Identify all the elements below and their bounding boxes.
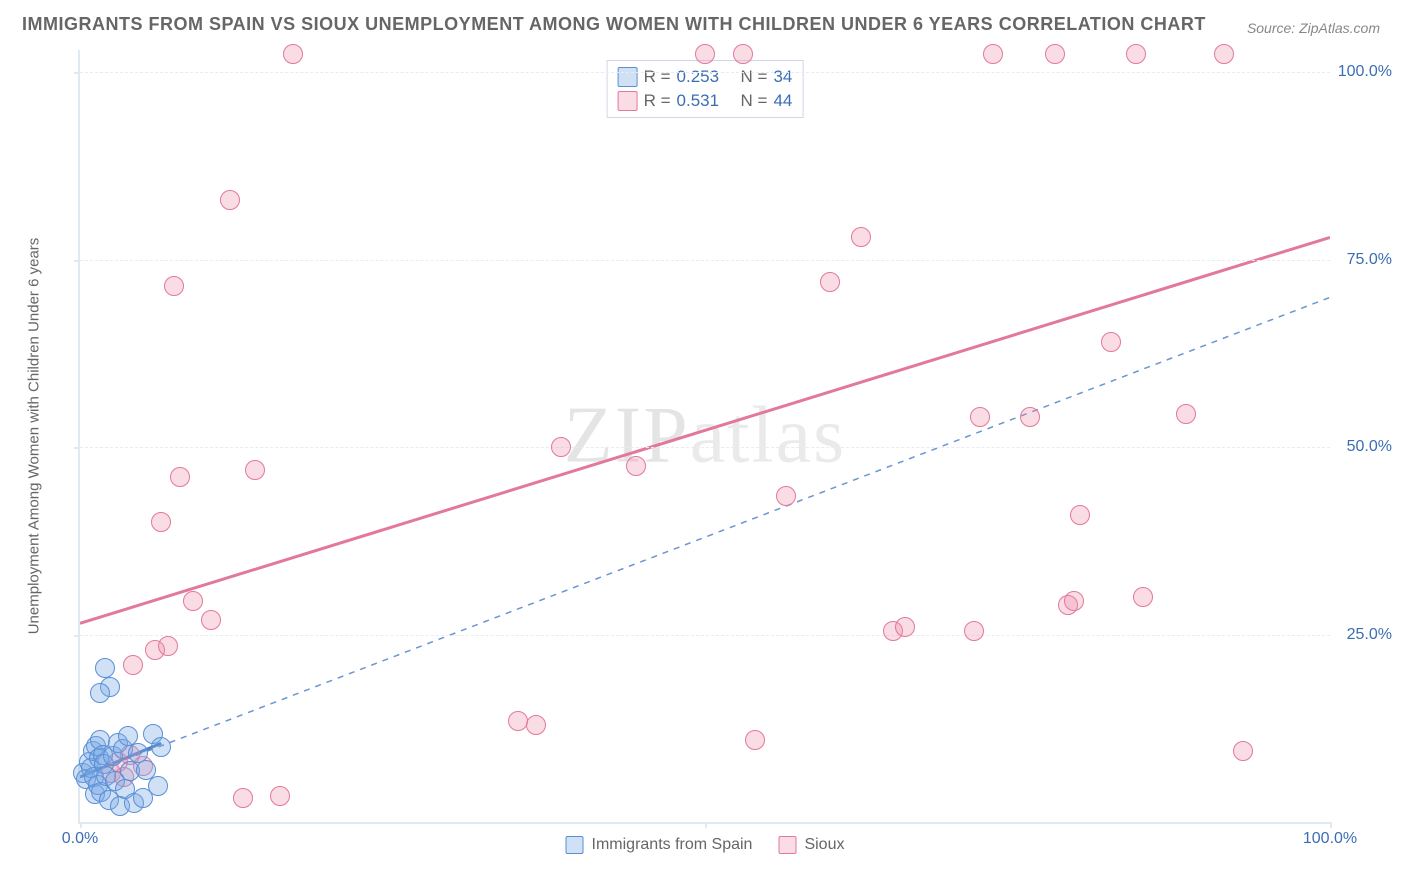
y-tick (74, 635, 80, 637)
r-value-spain: 0.253 (677, 67, 720, 87)
swatch-spain-icon (566, 836, 584, 854)
x-tick (80, 822, 82, 828)
series-label-sioux: Sioux (804, 836, 844, 854)
data-point-sioux (851, 227, 871, 247)
data-point-sioux (123, 655, 143, 675)
data-point-sioux (201, 610, 221, 630)
y-tick (74, 447, 80, 449)
trend-line-spain (80, 297, 1330, 777)
data-point-sioux (745, 730, 765, 750)
data-point-sioux (508, 711, 528, 731)
data-point-sioux (695, 44, 715, 64)
data-point-sioux (895, 617, 915, 637)
y-tick (74, 260, 80, 262)
watermark: ZIPatlas (564, 391, 847, 482)
data-point-sioux (158, 636, 178, 656)
data-point-sioux (733, 44, 753, 64)
data-point-sioux (283, 44, 303, 64)
legend-row-sioux: R = 0.531 N = 44 (618, 89, 793, 113)
swatch-spain-icon (618, 67, 638, 87)
n-value-spain: 34 (773, 67, 792, 87)
data-point-sioux (164, 276, 184, 296)
legend-item-spain: Immigrants from Spain (566, 836, 753, 854)
y-tick-label: 100.0% (1338, 63, 1392, 81)
legend-correlation: R = 0.253 N = 34 R = 0.531 N = 44 (607, 60, 804, 118)
data-point-sioux (820, 272, 840, 292)
legend-row-spain: R = 0.253 N = 34 (618, 65, 793, 89)
data-point-spain (148, 776, 168, 796)
data-point-sioux (233, 788, 253, 808)
r-value-sioux: 0.531 (677, 91, 720, 111)
legend-item-sioux: Sioux (778, 836, 844, 854)
n-label: N = (741, 67, 768, 87)
n-label: N = (741, 91, 768, 111)
gridline (80, 635, 1330, 636)
y-tick-label: 50.0% (1347, 438, 1392, 456)
data-point-sioux (1176, 404, 1196, 424)
data-point-spain (90, 683, 110, 703)
swatch-sioux-icon (618, 91, 638, 111)
source-label: Source: (1247, 20, 1295, 36)
data-point-sioux (245, 460, 265, 480)
chart-title: IMMIGRANTS FROM SPAIN VS SIOUX UNEMPLOYM… (22, 14, 1206, 35)
data-point-sioux (964, 621, 984, 641)
data-point-sioux (151, 512, 171, 532)
data-point-sioux (551, 437, 571, 457)
x-tick-label: 100.0% (1303, 830, 1357, 848)
y-tick-label: 25.0% (1347, 626, 1392, 644)
data-point-sioux (1126, 44, 1146, 64)
data-point-sioux (270, 786, 290, 806)
gridline (80, 447, 1330, 448)
data-point-sioux (776, 486, 796, 506)
gridline (80, 72, 1330, 73)
data-point-sioux (1233, 741, 1253, 761)
swatch-sioux-icon (778, 836, 796, 854)
trend-line-sioux (80, 237, 1330, 623)
y-tick (74, 72, 80, 74)
r-label: R = (644, 91, 671, 111)
data-point-spain (95, 658, 115, 678)
source-credit: Source: ZipAtlas.com (1247, 20, 1380, 36)
legend-series: Immigrants from Spain Sioux (566, 836, 845, 854)
r-label: R = (644, 67, 671, 87)
data-point-sioux (170, 467, 190, 487)
n-value-sioux: 44 (773, 91, 792, 111)
scatter-plot: ZIPatlas R = 0.253 N = 34 R = 0.531 N = … (78, 50, 1330, 824)
data-point-sioux (1101, 332, 1121, 352)
x-tick-label: 0.0% (62, 830, 98, 848)
data-point-sioux (1020, 407, 1040, 427)
data-point-sioux (983, 44, 1003, 64)
data-point-sioux (1214, 44, 1234, 64)
data-point-sioux (970, 407, 990, 427)
data-point-spain (151, 737, 171, 757)
trend-lines-layer (80, 50, 1330, 822)
x-tick (1330, 822, 1332, 828)
gridline (80, 260, 1330, 261)
data-point-sioux (183, 591, 203, 611)
data-point-sioux (1064, 591, 1084, 611)
series-label-spain: Immigrants from Spain (592, 836, 753, 854)
x-tick (705, 822, 707, 828)
data-point-sioux (626, 456, 646, 476)
data-point-sioux (1045, 44, 1065, 64)
source-name: ZipAtlas.com (1299, 20, 1380, 36)
data-point-sioux (1070, 505, 1090, 525)
data-point-sioux (220, 190, 240, 210)
data-point-sioux (1133, 587, 1153, 607)
data-point-sioux (526, 715, 546, 735)
y-axis-label: Unemployment Among Women with Children U… (26, 238, 43, 635)
y-tick-label: 75.0% (1347, 251, 1392, 269)
